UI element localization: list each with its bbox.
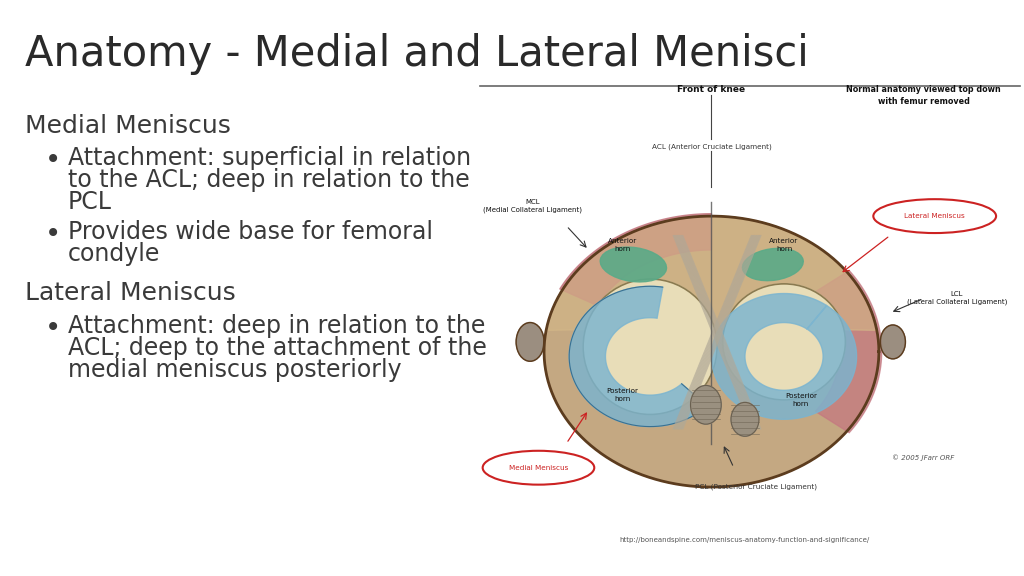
Text: Anatomy - Medial and Lateral Menisci: Anatomy - Medial and Lateral Menisci [25, 33, 809, 75]
Polygon shape [815, 271, 882, 433]
Text: Medial Meniscus: Medial Meniscus [25, 114, 230, 138]
Ellipse shape [731, 403, 759, 436]
Text: Front of knee: Front of knee [678, 85, 745, 94]
Ellipse shape [723, 284, 846, 400]
Text: MCL
(Medial Collateral Ligament): MCL (Medial Collateral Ligament) [483, 199, 583, 214]
Text: to the ACL; deep in relation to the: to the ACL; deep in relation to the [68, 168, 470, 192]
Text: Anterior
horn: Anterior horn [769, 238, 799, 252]
Text: ACL; deep to the attachment of the: ACL; deep to the attachment of the [68, 336, 486, 360]
Text: Attachment: deep in relation to the: Attachment: deep in relation to the [68, 314, 485, 338]
Text: Lateral Meniscus: Lateral Meniscus [904, 213, 965, 219]
Ellipse shape [881, 325, 905, 359]
Ellipse shape [600, 247, 667, 282]
Text: •: • [45, 146, 61, 174]
Ellipse shape [516, 323, 544, 361]
Text: ACL (Anterior Cruciate Ligament): ACL (Anterior Cruciate Ligament) [651, 143, 771, 150]
Text: Posterior
horn: Posterior horn [784, 393, 817, 407]
Polygon shape [712, 294, 856, 419]
Text: Attachment: superficial in relation: Attachment: superficial in relation [68, 146, 471, 170]
Text: LCL
(Lateral Collateral Ligament): LCL (Lateral Collateral Ligament) [907, 291, 1008, 305]
Text: Posterior
horn: Posterior horn [606, 388, 638, 402]
Text: Medial Meniscus: Medial Meniscus [509, 465, 568, 471]
Text: http://boneandspine.com/meniscus-anatomy-function-and-significance/: http://boneandspine.com/meniscus-anatomy… [620, 537, 870, 543]
Polygon shape [569, 286, 708, 427]
Text: PCL (Posterior Cruciate Ligament): PCL (Posterior Cruciate Ligament) [695, 484, 817, 490]
Text: •: • [45, 220, 61, 248]
Text: •: • [45, 314, 61, 342]
Text: condyle: condyle [68, 242, 161, 266]
Text: PCL: PCL [68, 190, 112, 214]
Text: Provides wide base for femoral: Provides wide base for femoral [68, 220, 433, 244]
Polygon shape [544, 216, 879, 487]
Text: medial meniscus posteriorly: medial meniscus posteriorly [68, 358, 401, 382]
Text: Normal anatomy viewed top down
with femur removed: Normal anatomy viewed top down with femu… [846, 85, 1000, 107]
Text: Lateral Meniscus: Lateral Meniscus [25, 281, 236, 305]
Ellipse shape [742, 248, 803, 281]
Ellipse shape [583, 279, 717, 415]
Text: © 2005 JFarr ORF: © 2005 JFarr ORF [893, 454, 954, 461]
Polygon shape [560, 214, 712, 305]
Polygon shape [546, 216, 877, 331]
Text: Anterior
horn: Anterior horn [607, 238, 637, 252]
Ellipse shape [690, 385, 721, 424]
